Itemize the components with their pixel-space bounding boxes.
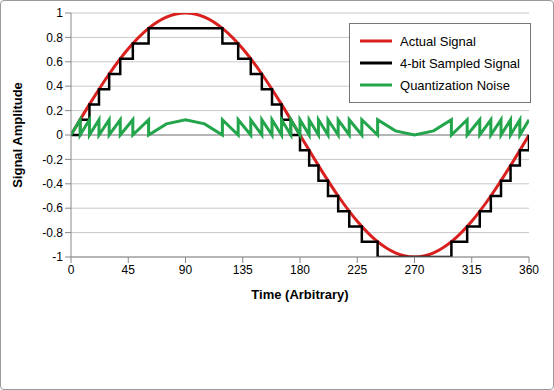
svg-text:0.8: 0.8 (46, 31, 63, 45)
svg-text:Signal Amplitude: Signal Amplitude (10, 82, 25, 188)
svg-text:0: 0 (56, 128, 63, 142)
svg-text:0.4: 0.4 (46, 79, 63, 93)
svg-text:270: 270 (404, 263, 424, 277)
svg-text:315: 315 (462, 263, 482, 277)
svg-text:Time (Arbitrary): Time (Arbitrary) (251, 287, 348, 302)
svg-text:360: 360 (519, 263, 539, 277)
svg-text:-0.2: -0.2 (42, 153, 63, 167)
svg-text:180: 180 (290, 263, 310, 277)
svg-text:-0.4: -0.4 (42, 177, 63, 191)
svg-text:225: 225 (347, 263, 367, 277)
svg-text:-0.6: -0.6 (42, 201, 63, 215)
svg-text:1: 1 (56, 6, 63, 20)
svg-text:90: 90 (179, 263, 193, 277)
html-text:4-bit Sampled Signal: 4-bit Sampled Signal (400, 55, 520, 71)
svg-text:0.6: 0.6 (46, 55, 63, 69)
svg-text:45: 45 (122, 263, 136, 277)
svg-text:-0.8: -0.8 (42, 226, 63, 240)
html-text:Quantization Noise: Quantization Noise (400, 77, 510, 93)
svg-text:0.2: 0.2 (46, 104, 63, 118)
svg-text:0: 0 (68, 263, 75, 277)
html-text:Actual Signal: Actual Signal (400, 33, 476, 49)
svg-text:-1: -1 (52, 250, 63, 264)
svg-text:135: 135 (233, 263, 253, 277)
